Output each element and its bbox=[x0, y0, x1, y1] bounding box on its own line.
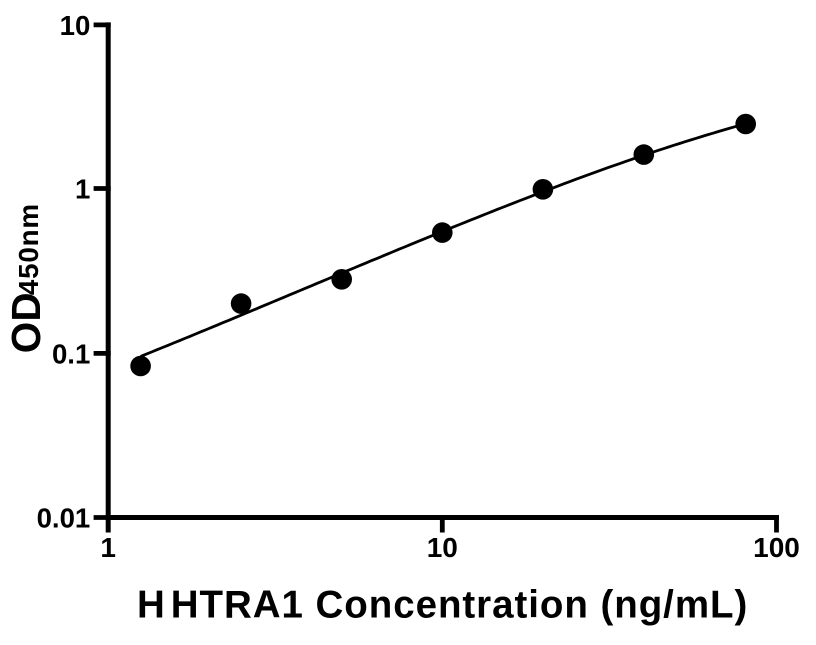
svg-text:1: 1 bbox=[100, 532, 116, 563]
svg-text:0.01: 0.01 bbox=[37, 502, 91, 533]
svg-text:10: 10 bbox=[60, 10, 91, 41]
svg-text:10: 10 bbox=[427, 532, 458, 563]
svg-text:100: 100 bbox=[753, 532, 800, 563]
svg-text:HTRA1 Concentration (ng/mL): HTRA1 Concentration (ng/mL) bbox=[171, 584, 748, 627]
svg-text:H: H bbox=[137, 584, 165, 627]
svg-text:1: 1 bbox=[75, 173, 90, 204]
svg-text:OD450nm: OD450nm bbox=[3, 203, 49, 353]
svg-text:0.1: 0.1 bbox=[52, 338, 90, 369]
